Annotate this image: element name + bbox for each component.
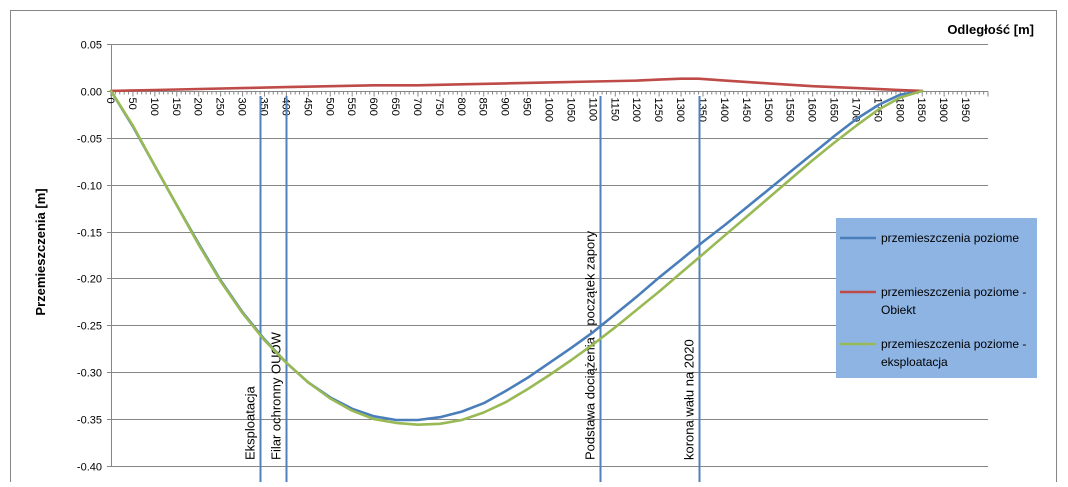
x-tick-label: 100 [148, 98, 160, 116]
x-tick-label: 1000 [543, 98, 555, 122]
x-tick-label: 300 [236, 98, 248, 116]
x-tick-label: 1250 [652, 98, 664, 122]
legend-label: eksploatacja [881, 355, 948, 369]
x-axis-title: Odległość [m] [947, 22, 1034, 37]
series-line [109, 77, 924, 93]
x-tick-label: 1050 [564, 98, 576, 122]
marker-label: Eksploatacja [243, 386, 258, 460]
y-tick-label: -0.35 [77, 415, 102, 427]
x-tick-label: 250 [214, 98, 226, 116]
x-tick-label: 1900 [937, 98, 949, 122]
x-tick-label: 700 [411, 98, 423, 116]
series-layer [109, 77, 924, 427]
x-tick-label: 800 [455, 98, 467, 116]
x-tick-label: 950 [521, 98, 533, 116]
legend-box [836, 218, 1037, 378]
x-tick-label: 200 [192, 98, 204, 116]
y-tick-label: -0.40 [77, 462, 102, 474]
x-tick-label: 50 [126, 98, 138, 110]
y-tick-label: 0.05 [81, 40, 102, 52]
y-tick-label: -0.25 [77, 321, 102, 333]
x-tick-label: 150 [170, 98, 182, 116]
x-tick-label: 400 [279, 98, 291, 116]
x-tick-label: 1500 [762, 98, 774, 122]
x-tick-label: 500 [323, 98, 335, 116]
y-tick-label: -0.30 [77, 368, 102, 380]
y-tick-label: -0.15 [77, 228, 102, 240]
x-tick-label: 1800 [893, 98, 905, 122]
x-tick-label: 550 [345, 98, 357, 116]
series-line [109, 89, 924, 427]
x-tick-label: 450 [301, 98, 313, 116]
x-tick-label: 1950 [959, 98, 971, 122]
x-tick-label: 1650 [828, 98, 840, 122]
x-tick-label: 1400 [718, 98, 730, 122]
legend-label: Obiekt [881, 303, 916, 317]
x-tick-label: 0 [104, 98, 116, 104]
x-tick-label: 1300 [674, 98, 686, 122]
y-tick-label: -0.05 [77, 134, 102, 146]
y-tick-label: -0.10 [77, 181, 102, 193]
legend-layer: przemieszczenia poziome przemieszczenia p… [836, 218, 1037, 378]
legend-label: przemieszczenia poziome [881, 231, 1019, 245]
x-tick-label: 650 [389, 98, 401, 116]
x-tick-label: 750 [433, 98, 445, 116]
marker-label: korona wału na 2020 [682, 339, 697, 460]
x-tick-label: 1700 [849, 98, 861, 122]
x-tick-label: 900 [499, 98, 511, 116]
x-tick-label: 850 [477, 98, 489, 116]
x-tick-label: 600 [367, 98, 379, 116]
legend-label: przemieszczenia poziome - [881, 285, 1026, 299]
y-tick-label: -0.20 [77, 274, 102, 286]
x-tick-label: 1600 [806, 98, 818, 122]
marker-layer: Eksploatacja Filar ochronny OUOW Podstawa … [243, 96, 701, 482]
legend-label: przemieszczenia poziome - [881, 337, 1026, 351]
x-tick-label: 350 [257, 98, 269, 116]
x-tick-label: 1350 [696, 98, 708, 122]
x-tick-label: 1200 [630, 98, 642, 122]
marker-label: Filar ochronny OUOW [269, 331, 284, 460]
x-tick-label: 1100 [586, 98, 598, 122]
x-tick-label: 1150 [608, 98, 620, 122]
x-tick-label: 1850 [915, 98, 927, 122]
y-axis-title: Przemieszczenia [m] [33, 188, 48, 315]
y-tick-label: 0.00 [81, 87, 102, 99]
axis-layer: 0.05 0.00 -0.05 -0.10 -0.15 -0.20 -0.25 -0.30 -0… [77, 40, 989, 474]
x-tick-label: 1450 [740, 98, 752, 122]
x-tick-label: 1550 [784, 98, 796, 122]
